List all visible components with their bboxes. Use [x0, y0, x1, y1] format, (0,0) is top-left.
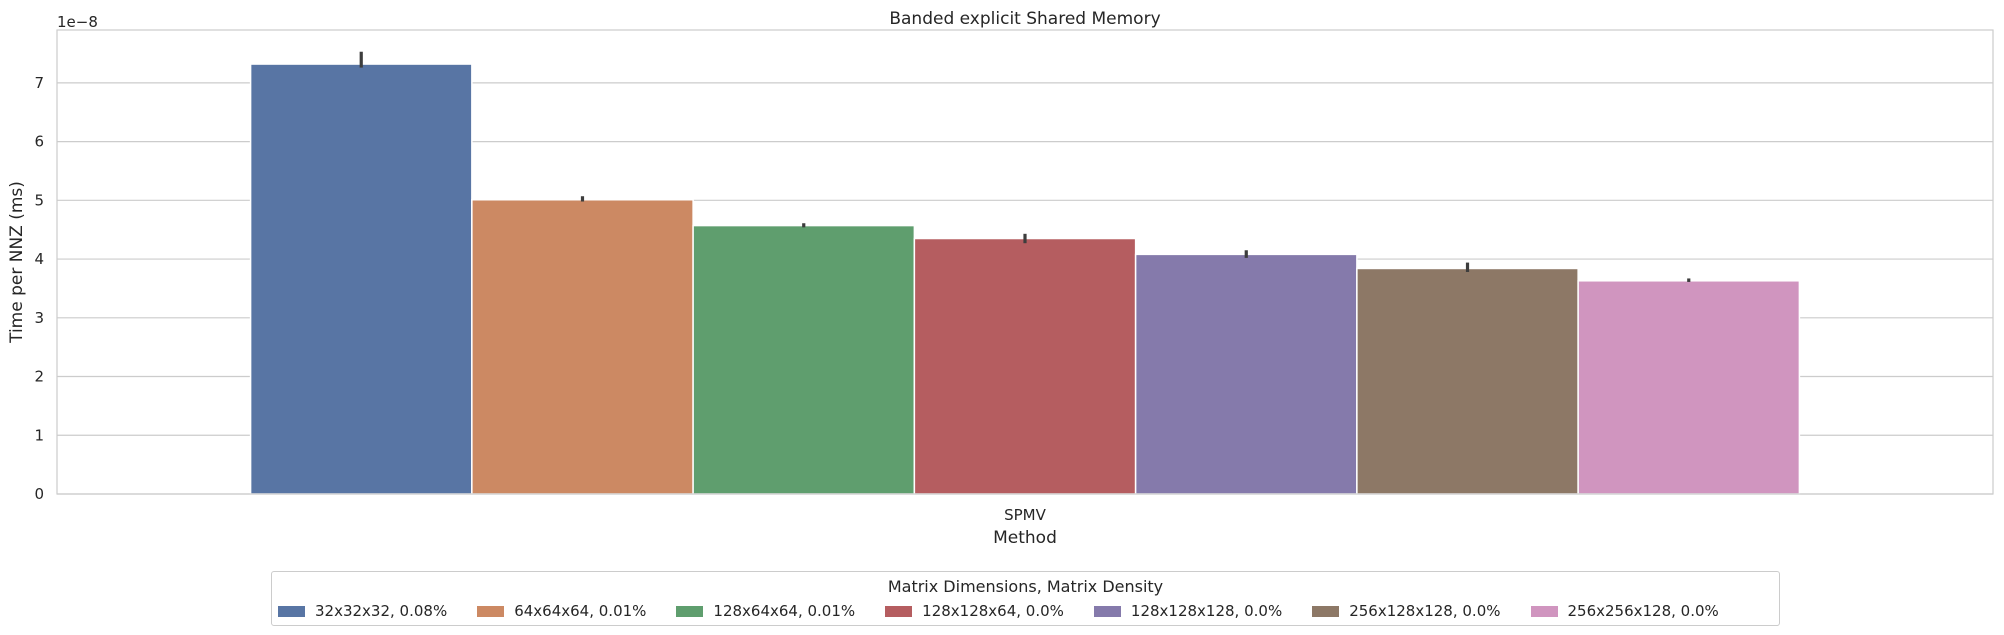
y-scale-label: 1e−8: [57, 13, 98, 31]
x-axis-label: Method: [993, 528, 1057, 548]
bar: [692, 224, 916, 495]
legend-item: 256x256x128, 0.0%: [1530, 602, 1719, 620]
legend-swatch: [676, 605, 704, 617]
y-tick-label: 3: [34, 309, 44, 327]
legend-items: 32x32x32, 0.08% 64x64x64, 0.01% 128x64x64,…: [278, 602, 1749, 620]
x-ticks: SPMV: [1004, 506, 1047, 524]
legend-label: 128x128x64, 0.0%: [922, 602, 1064, 620]
legend-label: 256x256x128, 0.0%: [1567, 602, 1719, 620]
legend-label: 128x64x64, 0.01%: [713, 602, 856, 620]
y-tick-label: 1: [34, 426, 44, 444]
legend-label: 128x128x128, 0.0%: [1130, 602, 1283, 620]
legend-item: 32x32x32, 0.08%: [278, 602, 447, 620]
bar: [249, 63, 473, 495]
y-tick-label: 2: [34, 368, 44, 386]
bar: [1356, 267, 1579, 495]
plot-frame: [56, 29, 1994, 495]
legend-swatch: [1312, 605, 1340, 617]
legend-title: Matrix Dimensions, Matrix Density: [887, 577, 1164, 596]
legend-item: 256x128x128, 0.0%: [1312, 602, 1501, 620]
bar: [471, 198, 694, 495]
legend: Matrix Dimensions, Matrix Density 32x32x…: [271, 571, 1780, 626]
y-tick-label: 6: [34, 133, 44, 151]
legend-label: 64x64x64, 0.01%: [514, 602, 647, 620]
legend-swatch: [477, 605, 505, 617]
y-tick-label: 4: [34, 250, 44, 268]
chart-title: Banded explicit Shared Memory: [889, 9, 1160, 29]
legend-item: 128x64x64, 0.01%: [676, 602, 855, 620]
legend-swatch: [1530, 605, 1558, 617]
y-axis-label: Time per NNZ (ms): [7, 181, 27, 344]
y-tick-label: 7: [34, 74, 44, 92]
y-ticks: 0 1 2 3 4 5 6 7: [34, 74, 44, 503]
bars: [249, 63, 1801, 495]
x-tick-label: SPMV: [1004, 506, 1047, 524]
legend-swatch: [885, 605, 913, 617]
legend-swatch: [1093, 605, 1121, 617]
legend-item: 128x128x128, 0.0%: [1093, 602, 1283, 620]
legend-item: 64x64x64, 0.01%: [477, 602, 646, 620]
legend-item: 128x128x64, 0.0%: [885, 602, 1064, 620]
bar: [1577, 280, 1801, 495]
error-bars: [359, 51, 1691, 282]
y-tick-label: 0: [34, 485, 44, 503]
bar: [913, 237, 1137, 495]
legend-swatch: [278, 605, 305, 617]
legend-label: 32x32x32, 0.08%: [315, 602, 448, 620]
y-tick-label: 5: [34, 191, 44, 209]
bar: [1134, 253, 1358, 495]
legend-label: 256x128x128, 0.0%: [1349, 602, 1501, 620]
